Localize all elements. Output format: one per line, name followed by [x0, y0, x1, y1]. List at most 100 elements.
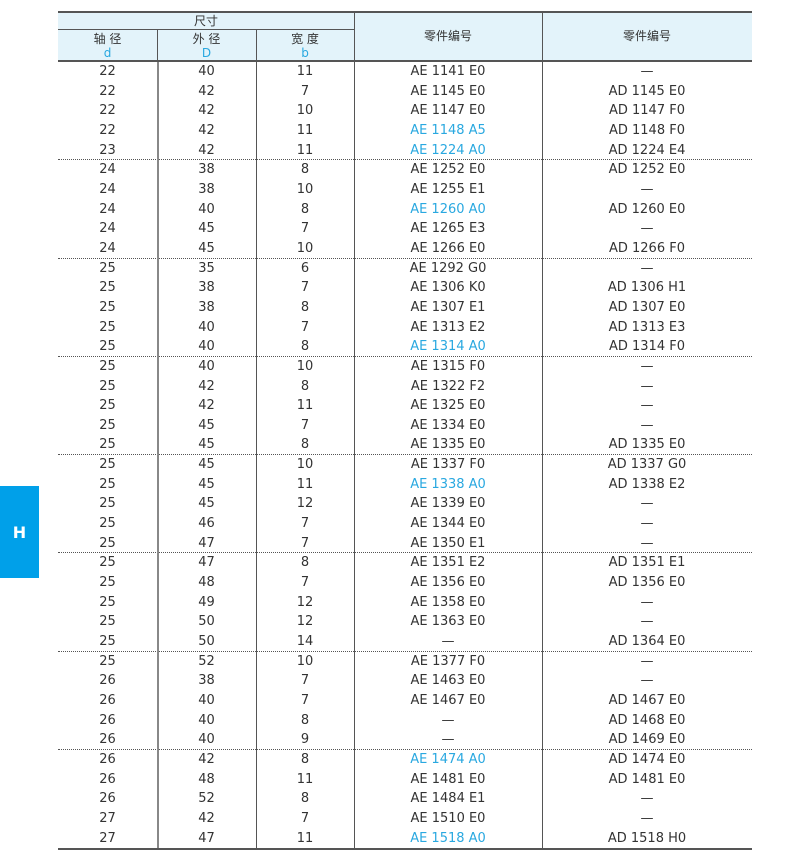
width: 10 — [296, 240, 314, 256]
outer-diameter: 47 — [198, 555, 215, 571]
part-number-ad[interactable]: AD 1335 E0 — [608, 437, 686, 453]
width: 9 — [300, 732, 310, 748]
part-number-ad[interactable]: AD 1337 G0 — [607, 457, 687, 473]
part-number-ad[interactable]: AD 1306 H1 — [607, 280, 687, 296]
width: 7 — [300, 319, 310, 335]
part-number-ae[interactable]: AE 1463 E0 — [410, 673, 486, 689]
width: 12 — [296, 614, 314, 630]
part-number-ae[interactable]: AE 1350 E1 — [410, 535, 486, 551]
width: 11 — [296, 830, 314, 846]
part-number-ad: — — [640, 791, 654, 807]
part-number-ad[interactable]: AD 1356 E0 — [608, 575, 686, 591]
part-number-ad[interactable]: AD 1145 E0 — [608, 83, 686, 99]
width: 10 — [296, 181, 314, 197]
shaft-diameter: 25 — [99, 476, 116, 492]
part-number-ad[interactable]: AD 1481 E0 — [608, 771, 686, 787]
part-number-ae[interactable]: AE 1292 G0 — [409, 260, 487, 276]
shaft-diameter: 26 — [99, 751, 116, 767]
part-number-ae: — — [441, 634, 455, 650]
part-number-ae[interactable]: AE 1377 F0 — [410, 653, 486, 669]
part-number-ae[interactable]: AE 1148 A5 — [410, 122, 486, 138]
part-number-ae[interactable]: AE 1339 E0 — [410, 496, 486, 512]
part-number-ae[interactable]: AE 1147 E0 — [410, 103, 486, 119]
table-row: 25 40 7 AE 1313 E2 AD 1313 E3 — [58, 318, 752, 338]
part-number-ad[interactable]: AD 1351 E1 — [608, 555, 686, 571]
shaft-diameter: 25 — [99, 358, 116, 374]
section-tab-h[interactable]: H — [0, 486, 39, 578]
part-number-ae[interactable]: AE 1307 E1 — [410, 299, 486, 315]
part-number-ae[interactable]: AE 1260 A0 — [410, 201, 486, 217]
part-number-ad: — — [640, 260, 654, 276]
part-number-ad[interactable]: AD 1266 F0 — [608, 240, 685, 256]
part-number-ad[interactable]: AD 1260 E0 — [608, 201, 686, 217]
part-number-ae[interactable]: AE 1224 A0 — [410, 142, 486, 158]
part-number-ad[interactable]: AD 1224 E4 — [608, 142, 686, 158]
part-number-ae[interactable]: AE 1141 E0 — [410, 64, 486, 79]
part-number-ad[interactable]: AD 1338 E2 — [608, 476, 686, 492]
part-number-ae[interactable]: AE 1363 E0 — [410, 614, 486, 630]
part-number-ad[interactable]: AD 1307 E0 — [608, 299, 686, 315]
part-number-ad: — — [640, 614, 654, 630]
part-number-ad[interactable]: AD 1469 E0 — [608, 732, 686, 748]
part-number-ad[interactable]: AD 1252 E0 — [608, 162, 686, 178]
outer-diameter: 40 — [198, 339, 215, 355]
part-number-ae[interactable]: AE 1344 E0 — [410, 516, 486, 532]
outer-diameter: 50 — [198, 614, 215, 630]
part-number-ae[interactable]: AE 1356 E0 — [410, 575, 486, 591]
outer-diameter: 40 — [198, 712, 215, 728]
outer-diameter: 42 — [198, 378, 215, 394]
part-number-ad[interactable]: AD 1314 F0 — [608, 339, 685, 355]
part-number-ae[interactable]: AE 1252 E0 — [410, 162, 486, 178]
part-number-ae[interactable]: AE 1255 E1 — [410, 181, 486, 197]
part-number-ad[interactable]: AD 1313 E3 — [608, 319, 686, 335]
part-number-ae: — — [441, 712, 455, 728]
part-number-ae[interactable]: AE 1335 E0 — [410, 437, 486, 453]
part-number-ad: — — [640, 417, 654, 433]
outer-diameter: 42 — [198, 83, 215, 99]
part-number-ae[interactable]: AE 1313 E2 — [410, 319, 486, 335]
width: 7 — [300, 417, 310, 433]
part-number-ae[interactable]: AE 1315 F0 — [410, 358, 486, 374]
table-row: 22 42 11 AE 1148 A5 AD 1148 F0 — [58, 121, 752, 141]
shaft-diameter: 25 — [99, 378, 116, 394]
part-number-ae[interactable]: AE 1510 E0 — [410, 810, 486, 826]
part-number-ae[interactable]: AE 1337 F0 — [410, 457, 486, 473]
part-number-ae[interactable]: AE 1314 A0 — [410, 339, 486, 355]
part-number-ae[interactable]: AE 1467 E0 — [410, 693, 486, 708]
width: 7 — [300, 221, 310, 237]
part-number-ad[interactable]: AD 1518 H0 — [607, 830, 687, 846]
part-number-ae[interactable]: AE 1518 A0 — [410, 830, 486, 846]
part-number-ae[interactable]: AE 1474 A0 — [410, 751, 486, 767]
part-number-ae[interactable]: AE 1145 E0 — [410, 83, 486, 99]
part-number-ad[interactable]: AD 1468 E0 — [608, 712, 686, 728]
part-number-ae[interactable]: AE 1265 E3 — [410, 221, 486, 237]
part-number-ae[interactable]: AE 1266 E0 — [410, 240, 486, 256]
width: 12 — [296, 594, 314, 610]
part-number-ae[interactable]: AE 1484 E1 — [410, 791, 486, 807]
part-number-ae[interactable]: AE 1358 E0 — [410, 594, 486, 610]
part-number-ad: — — [640, 535, 654, 551]
part-number-ad[interactable]: AD 1467 E0 — [608, 693, 686, 708]
part-number-ad[interactable]: AD 1364 E0 — [608, 634, 686, 650]
part-number-ae[interactable]: AE 1351 E2 — [410, 555, 486, 571]
col-header-part2: 零件编号 — [622, 29, 671, 43]
outer-diameter: 35 — [198, 260, 215, 276]
outer-diameter: 38 — [198, 299, 215, 315]
outer-diameter: 48 — [198, 771, 215, 787]
part-number-ae[interactable]: AE 1322 F2 — [410, 378, 486, 394]
part-number-ae[interactable]: AE 1325 E0 — [410, 398, 486, 414]
table-row: 25 45 7 AE 1334 E0 — — [58, 416, 752, 436]
outer-diameter: 45 — [198, 457, 215, 473]
width: 11 — [296, 771, 314, 787]
part-number-ae[interactable]: AE 1481 E0 — [410, 771, 486, 787]
part-number-ad[interactable]: AD 1148 F0 — [608, 122, 685, 138]
part-number-ad[interactable]: AD 1147 F0 — [608, 103, 685, 119]
part-number-ae[interactable]: AE 1338 A0 — [410, 476, 486, 492]
part-number-ad[interactable]: AD 1474 E0 — [608, 751, 686, 767]
part-number-ae[interactable]: AE 1306 K0 — [410, 280, 486, 296]
part-number-ae[interactable]: AE 1334 E0 — [410, 417, 486, 433]
outer-diameter: 38 — [198, 162, 215, 178]
shaft-diameter: 25 — [99, 260, 116, 276]
